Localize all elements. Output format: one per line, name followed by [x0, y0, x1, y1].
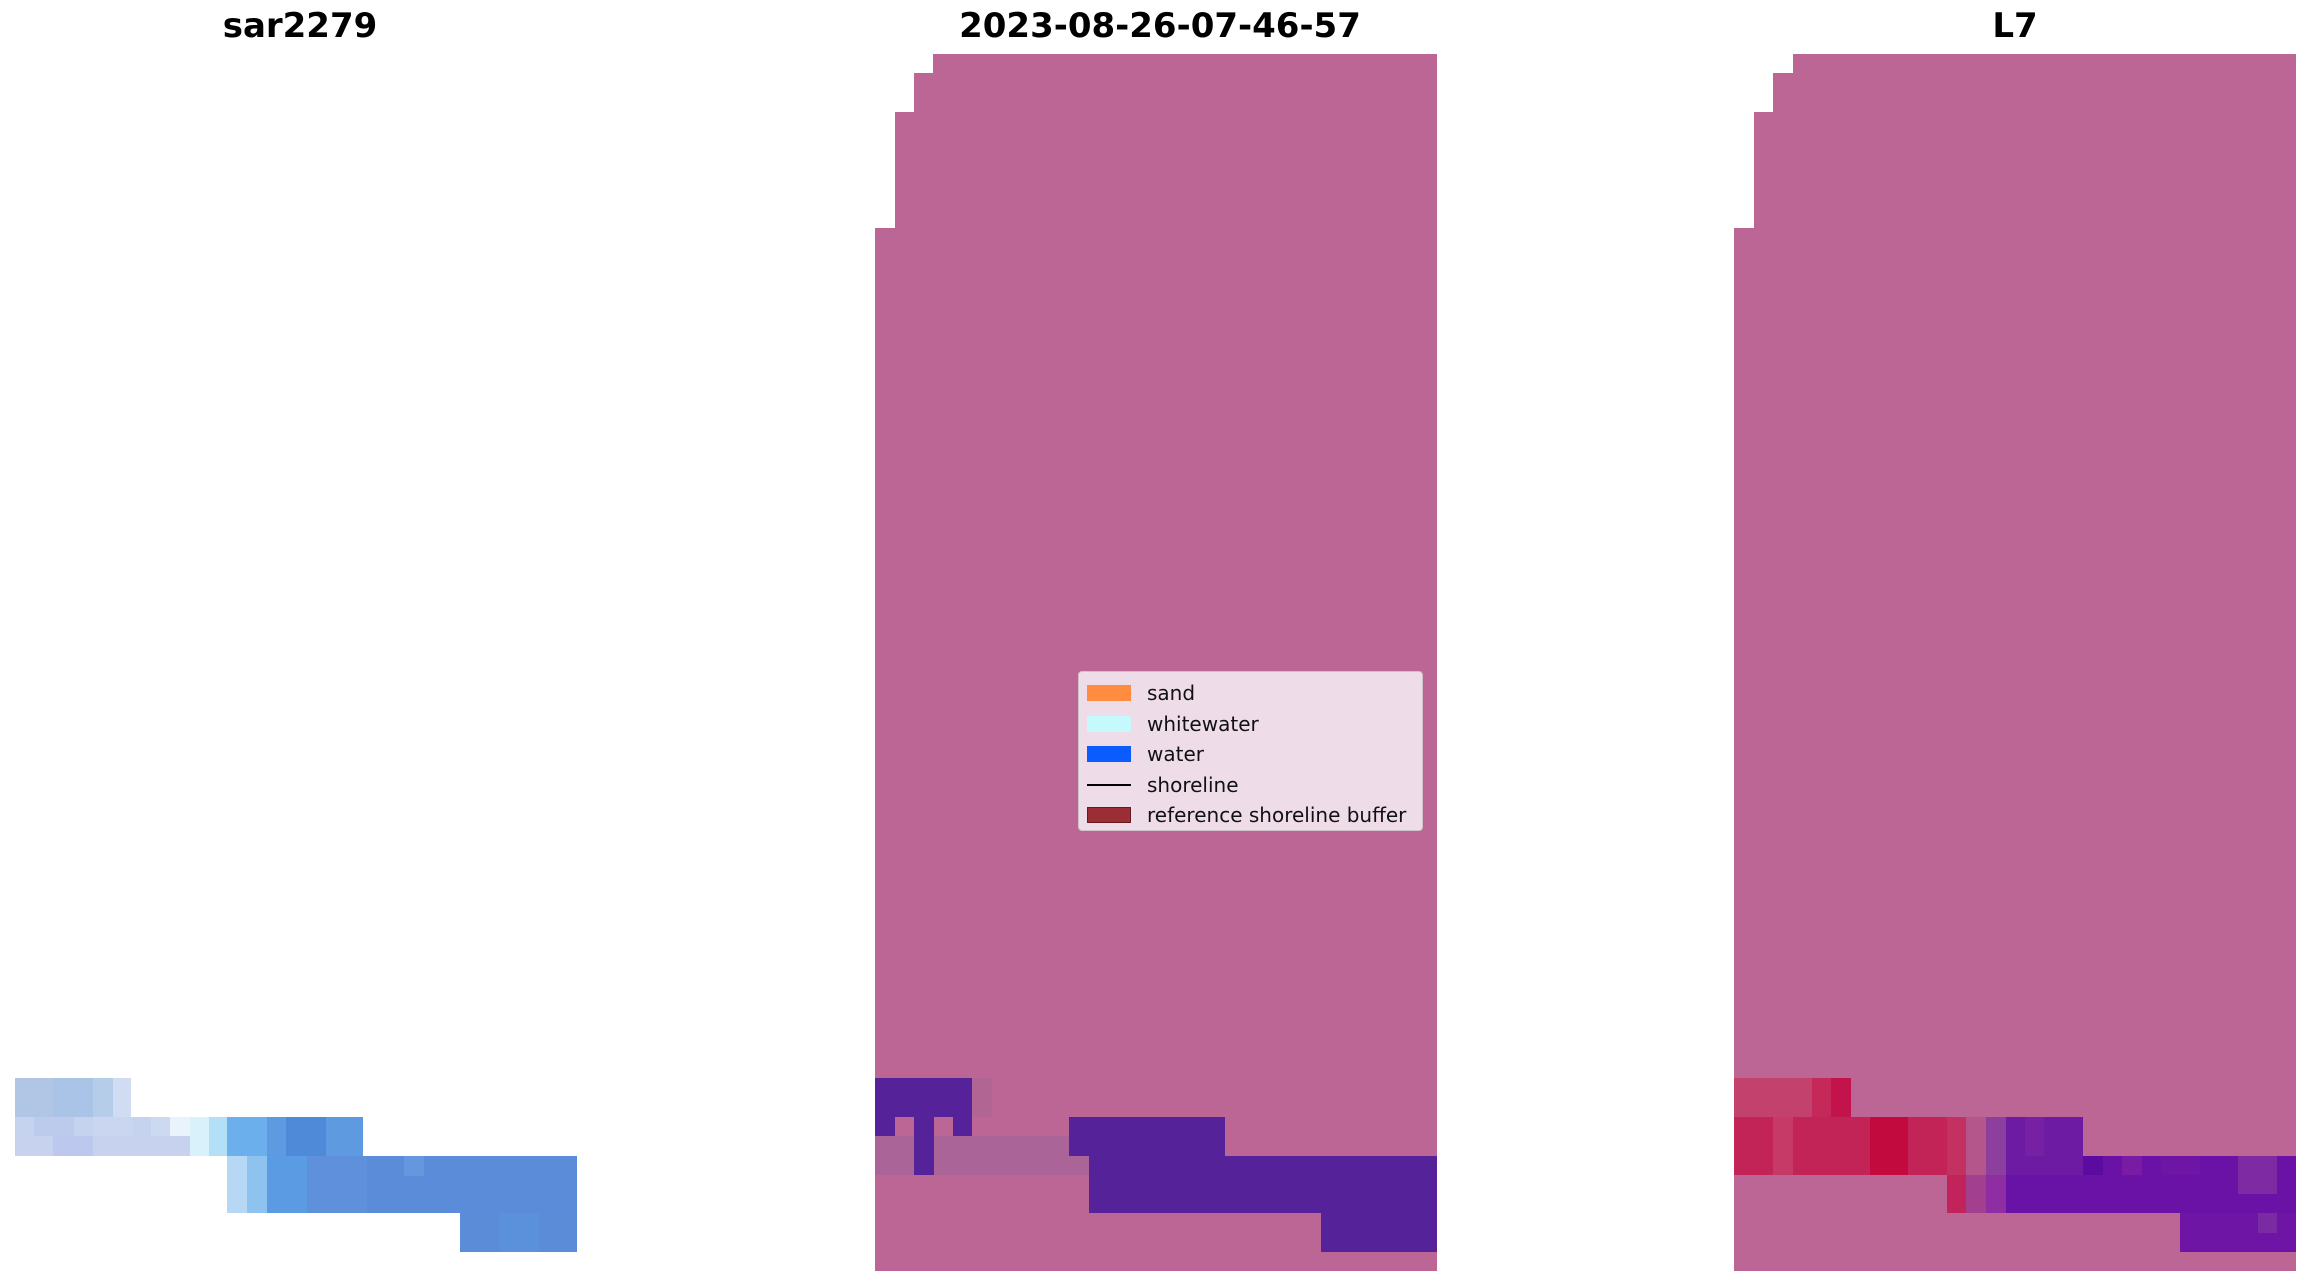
legend-item-reference-buffer: reference shoreline buffer: [1087, 800, 1414, 831]
mixed-overlay: [875, 1078, 1089, 1175]
legend-item-sand: sand: [1087, 678, 1414, 709]
l7-image: [1734, 1078, 2296, 1252]
water-swatch-icon: [1087, 746, 1131, 763]
buffer-overlay: [875, 54, 1437, 1271]
legend-item-shoreline: shoreline: [1087, 770, 1414, 801]
shoreline-line-icon: [1087, 783, 1131, 786]
whitewater-swatch-icon: [1087, 715, 1131, 732]
legend-item-whitewater: whitewater: [1087, 709, 1414, 740]
legend: sand whitewater water shoreline referenc…: [1078, 671, 1423, 831]
panel-title-date: 2023-08-26-07-46-57: [959, 6, 1361, 46]
legend-label: whitewater: [1147, 711, 1259, 736]
legend-label: shoreline: [1147, 772, 1239, 797]
buffer-swatch-icon: [1087, 807, 1131, 824]
sar-image: [15, 1078, 577, 1252]
legend-label: sand: [1147, 681, 1196, 706]
l7-buffer-overlay: [1734, 54, 2296, 1271]
sand-swatch-icon: [1087, 685, 1131, 702]
panel-title-l7: L7: [1992, 6, 2038, 46]
legend-label: reference shoreline buffer: [1147, 803, 1407, 828]
panel-title-sar: sar2279: [222, 6, 378, 46]
water-overlay: [875, 1078, 1437, 1252]
legend-item-water: water: [1087, 739, 1414, 770]
legend-label: water: [1147, 742, 1204, 767]
